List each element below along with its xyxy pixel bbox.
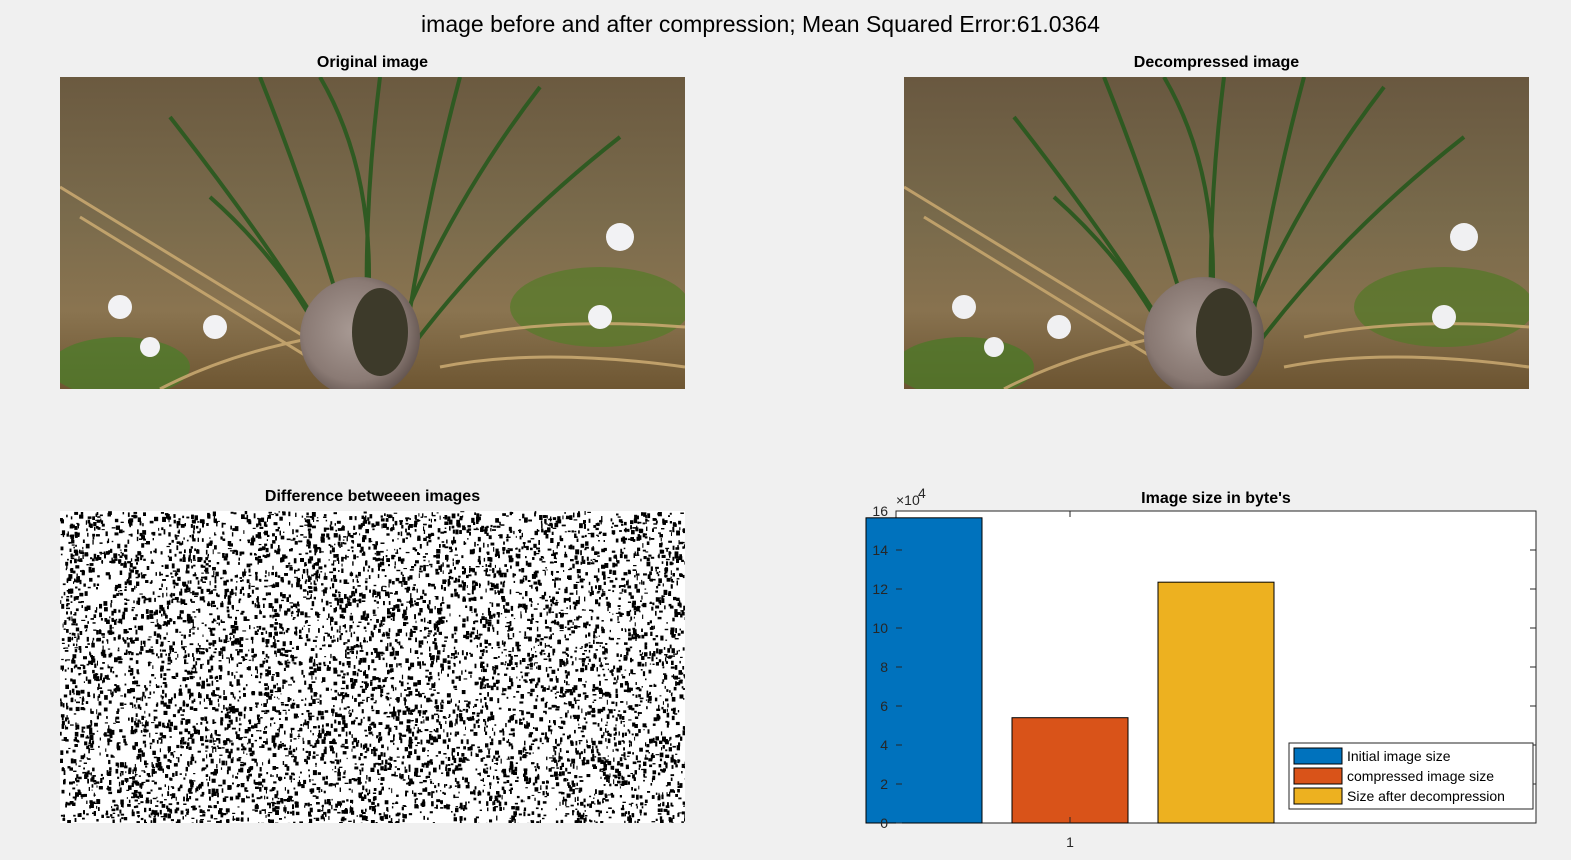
y-tick-label: 2 xyxy=(880,776,888,792)
legend-label: Size after decompression xyxy=(1347,788,1505,804)
legend-label: Initial image size xyxy=(1347,748,1451,764)
y-tick-label: 16 xyxy=(872,503,888,519)
original-photo-graphic xyxy=(60,77,685,389)
y-tick-label: 4 xyxy=(880,737,888,753)
y-tick-label: 6 xyxy=(880,698,888,714)
y-tick-label: 14 xyxy=(872,542,888,558)
bar-size-after-decompression xyxy=(1157,581,1275,824)
y-exponent-power: 4 xyxy=(918,485,926,501)
original-image-title: Original image xyxy=(316,54,429,71)
legend-label: compressed image size xyxy=(1347,768,1494,784)
legend-swatch xyxy=(1293,787,1343,805)
decompressed-image-title: Decompressed image xyxy=(1133,54,1300,71)
y-tick-label: 8 xyxy=(880,659,888,675)
y-exponent-label: ×10 xyxy=(896,492,920,508)
decompressed-photo-graphic xyxy=(904,77,1529,389)
figure-title: image before and after compression; Mean… xyxy=(421,11,1100,37)
y-tick-label: 0 xyxy=(880,815,888,831)
bar-compressed-image-size xyxy=(1011,717,1129,824)
difference-image xyxy=(60,511,685,823)
original-image xyxy=(60,77,685,389)
decompressed-image xyxy=(904,77,1529,389)
legend-swatch xyxy=(1293,747,1343,765)
bar-initial-image-size xyxy=(865,517,983,824)
chart-title: Image size in byte's xyxy=(1141,490,1291,507)
difference-noise-graphic xyxy=(60,511,685,823)
y-tick-label: 10 xyxy=(872,620,888,636)
x-tick-label: 1 xyxy=(1066,834,1074,850)
legend-swatch xyxy=(1293,767,1343,785)
difference-image-title: Difference betweeen images xyxy=(264,488,481,505)
y-tick-label: 12 xyxy=(872,581,888,597)
